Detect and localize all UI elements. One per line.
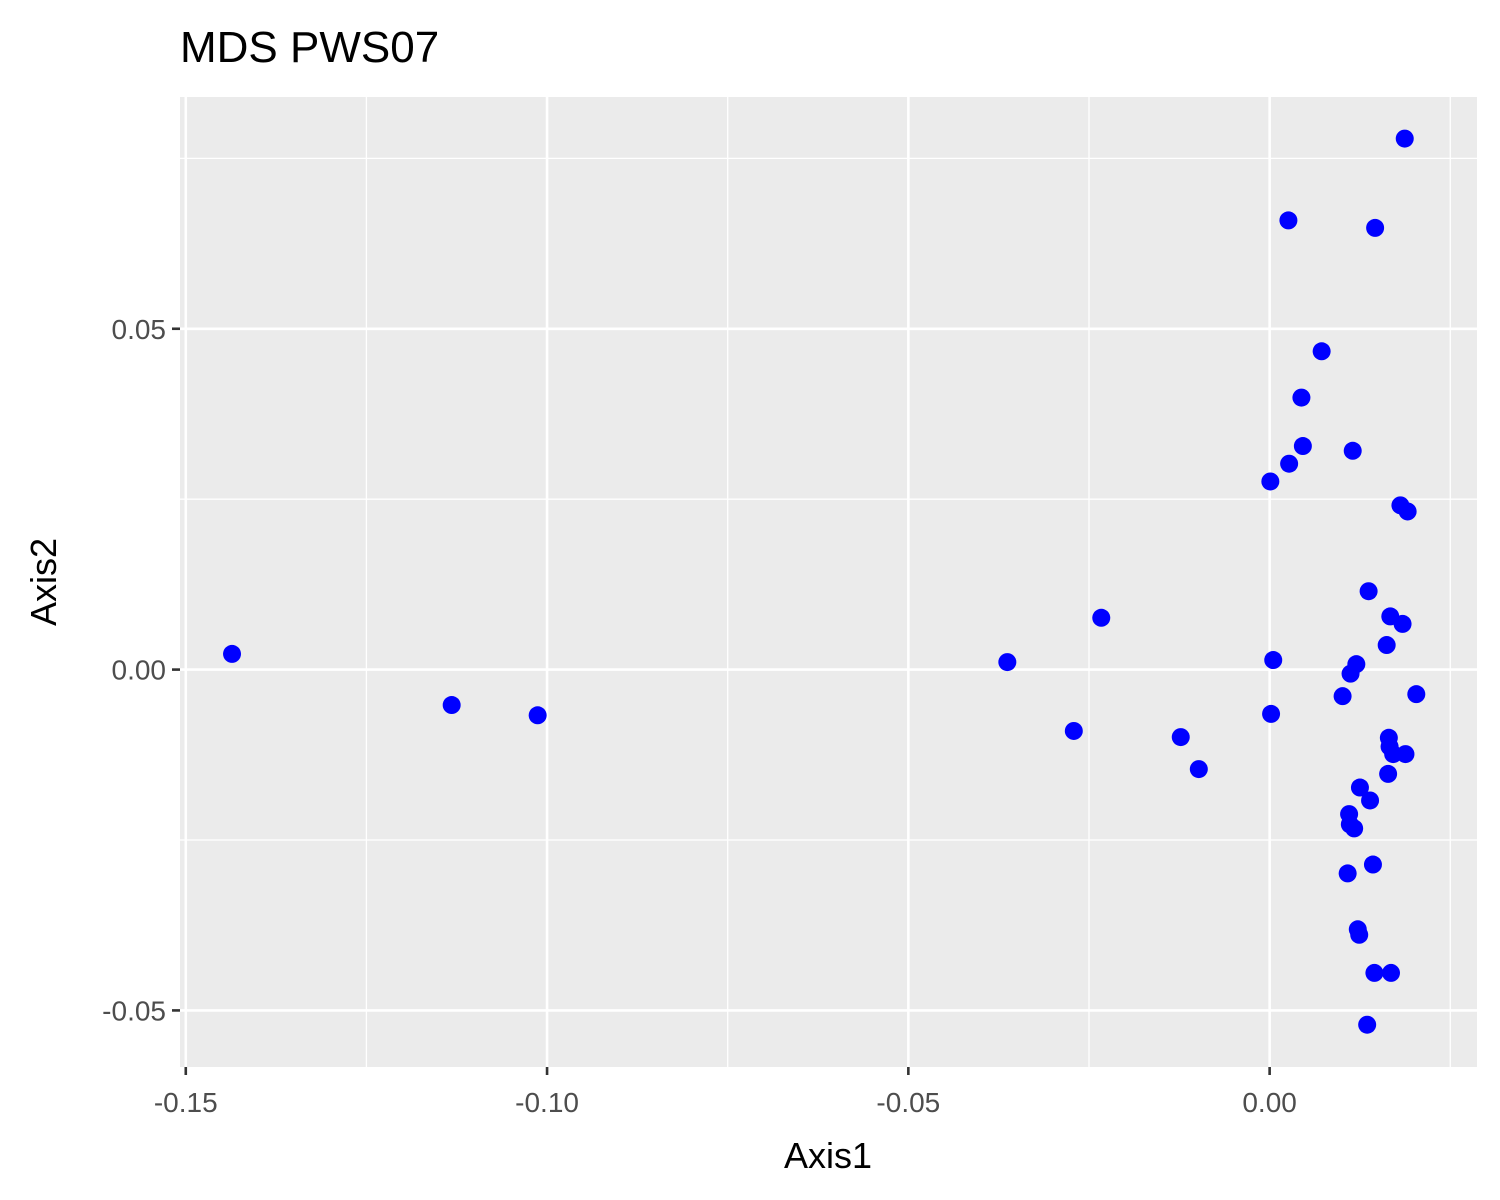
plot-panel	[180, 97, 1477, 1067]
y-tick-label: 0.05	[112, 314, 167, 345]
data-point	[1312, 342, 1331, 361]
x-tick-label: -0.15	[154, 1087, 218, 1118]
data-point	[528, 706, 547, 725]
data-point	[1279, 211, 1298, 230]
data-point	[442, 696, 461, 715]
data-point	[1396, 745, 1415, 764]
data-point	[1358, 1015, 1377, 1034]
data-point	[1350, 925, 1369, 944]
data-point	[1293, 437, 1312, 456]
data-point	[1333, 687, 1352, 706]
minor-gridlines	[180, 97, 1477, 1067]
data-point	[1338, 864, 1357, 883]
data-point	[1393, 614, 1412, 633]
data-point	[1261, 472, 1280, 491]
y-tick-label: -0.05	[102, 995, 166, 1026]
data-point	[1171, 728, 1190, 747]
y-axis-ticks: -0.05 0.00 0.05	[102, 314, 180, 1026]
data-point	[223, 644, 242, 663]
x-tick-label: -0.05	[876, 1087, 940, 1118]
y-axis-title: Axis2	[23, 538, 64, 626]
data-point	[1379, 764, 1398, 783]
data-point	[1398, 502, 1417, 521]
data-point	[1377, 636, 1396, 655]
x-axis-title: Axis1	[784, 1135, 872, 1176]
y-tick-label: 0.00	[112, 655, 167, 686]
x-tick-label: -0.10	[515, 1087, 579, 1118]
data-point	[1064, 721, 1083, 740]
data-points	[223, 129, 1426, 1034]
data-point	[1359, 582, 1378, 601]
data-point	[1189, 760, 1208, 779]
data-point	[1395, 129, 1414, 148]
data-point	[1345, 819, 1364, 838]
chart-title: MDS PWS07	[180, 23, 439, 72]
data-point	[1363, 855, 1382, 874]
data-point	[1350, 778, 1369, 797]
data-point	[1264, 651, 1283, 670]
data-point	[1280, 454, 1299, 473]
x-tick-label: 0.00	[1242, 1087, 1297, 1118]
data-point	[1343, 441, 1362, 460]
major-gridlines	[180, 97, 1477, 1067]
data-point	[998, 653, 1017, 672]
data-point	[1382, 963, 1401, 982]
x-axis-ticks: -0.15 -0.10 -0.05 0.00	[154, 1067, 1297, 1118]
data-point	[1407, 685, 1426, 704]
data-point	[1365, 963, 1384, 982]
data-point	[1262, 704, 1281, 723]
data-point	[1366, 218, 1385, 237]
data-point	[1092, 608, 1111, 627]
data-point	[1361, 791, 1380, 810]
data-point	[1347, 655, 1366, 674]
data-point	[1292, 388, 1311, 407]
